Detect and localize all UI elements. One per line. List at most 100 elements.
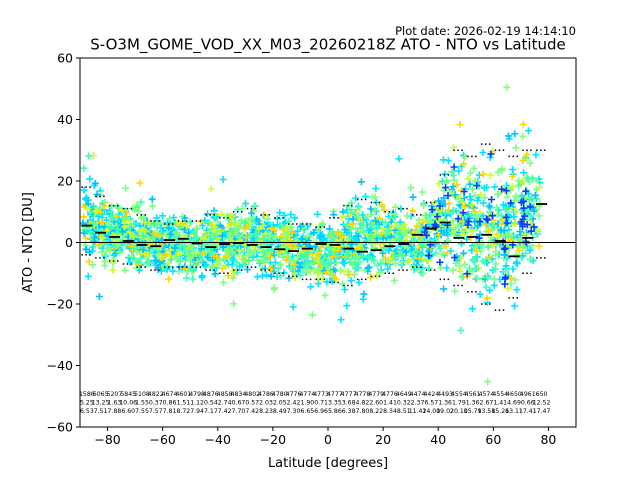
bin-stat-label: 8.72 (176, 408, 190, 415)
bin-stat-label: 7.94 (190, 408, 204, 415)
bin-stat-label: 13.58 (478, 408, 496, 415)
x-tick-label: −20 (260, 432, 286, 447)
bin-stat-label: 6.96 (314, 408, 328, 415)
x-axis-label: Latitude [degrees] (268, 456, 388, 471)
x-tick-label: 0 (324, 432, 332, 447)
bin-stat-label: 6.60 (121, 408, 135, 415)
bin-stat-label: 4493 (437, 391, 453, 398)
bin-stat-label: 4779 (368, 391, 384, 398)
bin-stat-label: 7.42 (245, 408, 259, 415)
bin-stat-label: 20.10 (450, 408, 468, 415)
bin-stat-label: 4649 (396, 391, 412, 398)
bin-stat-label: 7.81 (163, 408, 177, 415)
bin-stat-label: 12.52 (533, 400, 551, 407)
bin-stat-label: 6.38 (342, 408, 356, 415)
bin-stat-label: 4961 (520, 391, 536, 398)
bin-stat-label: 5.25 (80, 400, 94, 407)
bin-stat-label: 7.51 (94, 408, 108, 415)
bin-stat-label: 4786 (258, 391, 274, 398)
bin-stat-label: 4574 (479, 391, 495, 398)
bin-stat-label: 8.23 (259, 408, 273, 415)
bin-stat-label: 4650 (506, 391, 522, 398)
bin-stat-label: 4822 (148, 391, 164, 398)
x-tick-label: −60 (149, 432, 175, 447)
bin-stat-label: 17.41 (519, 408, 537, 415)
bin-stat-label: 1586 (79, 391, 95, 398)
bin-stat-label: 2.05 (273, 400, 287, 407)
bin-stat-label: 1.79 (452, 400, 466, 407)
x-tick-label: 40 (430, 432, 446, 447)
x-axis: −80 −60 −40 −20 0 20 40 60 80 (94, 427, 556, 447)
bin-stat-label: 4773 (313, 391, 329, 398)
bin-stat-label: 4876 (203, 391, 219, 398)
bin-stat-label: 4561 (465, 391, 481, 398)
bin-stat-label: 0.71 (314, 400, 328, 407)
bin-stat-label: 4474 (410, 391, 426, 398)
y-tick-label: 40 (57, 112, 73, 127)
bin-stat-label: 2.60 (369, 400, 383, 407)
bin-stat-label: 8.49 (273, 408, 287, 415)
bin-stat-label: 5.86 (328, 408, 342, 415)
y-axis-label: ATO - NTO [DU] (21, 192, 36, 293)
bin-stat-label: 4774 (299, 391, 315, 398)
bin-stat-label: 19.02 (436, 408, 454, 415)
bin-stat-label: 7.70 (232, 408, 246, 415)
bin-stat-label: 2.03 (259, 400, 273, 407)
y-tick-label: −60 (47, 420, 73, 435)
bin-stat-label: 1.90 (300, 400, 314, 407)
bin-stat-label: 4798 (189, 391, 205, 398)
bin-stat-label: 0.66 (521, 400, 535, 407)
bin-stat-label: 1.36 (466, 400, 480, 407)
bin-stat-label: 15.79 (464, 408, 482, 415)
bin-stat-label: 13.25 (92, 400, 110, 407)
y-tick-label: −20 (47, 297, 73, 312)
bin-stat-label: 1.41 (493, 400, 507, 407)
bin-stat-label: 3.68 (342, 400, 356, 407)
bin-stat-label: 17.47 (533, 408, 551, 415)
bin-stat-label: 4.69 (507, 400, 521, 407)
chart-title: S-O3M_GOME_VOD_XX_M03_20260218Z ATO - NT… (90, 36, 566, 55)
bin-stat-label: 4858 (217, 391, 233, 398)
bin-stat-label: 0.86 (163, 400, 177, 407)
bin-stat-label: 650 (536, 391, 548, 398)
bin-stat-label: 4778 (355, 391, 371, 398)
x-tick-label: −80 (94, 432, 120, 447)
bin-stat-label: 4834 (231, 391, 247, 398)
y-axis: −60 −40 −20 0 20 40 60 (47, 51, 80, 435)
bin-stat-label: 15.26 (491, 408, 509, 415)
bin-stat-label: 2.74 (218, 400, 232, 407)
bin-stat-label: 2.42 (287, 400, 301, 407)
bin-stat-label: 0.32 (397, 400, 411, 407)
bin-stat-label: 1.12 (190, 400, 204, 407)
bin-stat-label: 14.00 (422, 408, 440, 415)
bin-stat-label: 6065 (93, 391, 109, 398)
bin-stat-label: 4780 (272, 391, 288, 398)
bin-stat-label: 4777 (341, 391, 357, 398)
y-tick-label: −40 (47, 358, 73, 373)
bin-stat-label: 5207 (107, 391, 123, 398)
bin-stat-label: 5845 (120, 391, 136, 398)
bin-stat-label: 6.57 (424, 400, 438, 407)
bin-stat-label: 0.37 (149, 400, 163, 407)
bin-stat-label: 4776 (382, 391, 398, 398)
x-tick-label: 60 (485, 432, 501, 447)
bin-stat-label: 5108 (134, 391, 150, 398)
bin-stat-label: 8.34 (383, 408, 397, 415)
x-tick-label: 20 (375, 432, 391, 447)
bin-stat-label: 4.82 (356, 400, 370, 407)
bin-stat-label: 8.22 (369, 408, 383, 415)
bin-stat-label: 1.36 (438, 400, 452, 407)
scatter-series (421, 150, 538, 288)
scatter-series (80, 120, 543, 302)
bin-stat-label: 7.17 (204, 408, 218, 415)
bin-stat-label: 4777 (327, 391, 343, 398)
bin-stat-label: 3.35 (328, 400, 342, 407)
y-tick-label: 0 (65, 235, 73, 250)
bin-stat-label: 1.55 (135, 400, 149, 407)
bin-stat-label: 4601 (175, 391, 191, 398)
bin-stat-label: 1.41 (383, 400, 397, 407)
x-tick-label: 80 (540, 432, 556, 447)
scatter-points (80, 83, 544, 386)
bin-stat-label: 4674 (162, 391, 178, 398)
